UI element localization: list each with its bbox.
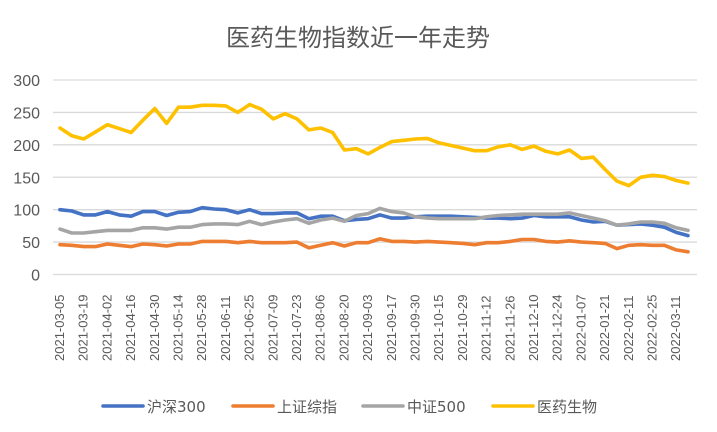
x-tick-label: 2022-02-25 [645, 295, 660, 362]
legend-label: 中证500 [407, 398, 466, 416]
x-tick-label: 2021-09-30 [408, 295, 423, 362]
legend-item: 中证500 [361, 398, 466, 416]
legend-item: 医药生物 [491, 398, 597, 416]
legend-label: 沪深300 [147, 398, 206, 416]
x-tick-label: 2022-03-11 [668, 295, 683, 361]
x-tick-label: 2021-12-24 [550, 295, 565, 362]
y-axis-ticks: 0 50 100 150 200 250 300 [13, 73, 40, 285]
chart-title: 医药生物指数近一年走势 [226, 24, 490, 52]
x-tick-label: 2022-01-21 [597, 295, 612, 362]
series-line-2 [58, 206, 690, 235]
series-line-0 [58, 205, 690, 238]
x-tick-label: 2021-04-16 [123, 295, 138, 362]
legend-label: 医药生物 [537, 398, 597, 416]
y-tick-label: 0 [31, 268, 40, 285]
x-tick-label: 2021-04-30 [147, 295, 162, 362]
x-tick-label: 2022-01-07 [573, 295, 588, 362]
x-tick-label: 2021-03-19 [76, 295, 91, 362]
x-tick-label: 2021-09-03 [360, 295, 375, 362]
x-tick-label: 2021-11-12 [479, 295, 494, 361]
series-lines [58, 102, 690, 254]
series-line-3 [58, 102, 690, 188]
series-line-1 [58, 237, 690, 254]
x-tick-label: 2021-05-14 [171, 295, 186, 362]
x-tick-label: 2021-08-20 [336, 295, 351, 362]
legend-label: 上证综指 [277, 398, 337, 416]
x-tick-label: 2021-09-17 [384, 295, 399, 362]
x-tick-label: 2021-12-10 [526, 295, 541, 362]
x-tick-label: 2021-10-15 [431, 295, 446, 362]
y-tick-label: 200 [13, 138, 40, 155]
x-tick-label: 2021-07-23 [289, 295, 304, 362]
legend-item: 上证综指 [231, 398, 337, 416]
x-tick-label: 2021-11-26 [502, 295, 517, 361]
x-tick-label: 2021-07-09 [265, 295, 280, 362]
legend: 沪深300 上证综指 中证500 医药生物 [101, 398, 597, 416]
legend-item: 沪深300 [101, 398, 206, 416]
x-tick-label: 2021-06-25 [242, 295, 257, 362]
x-tick-label: 2021-05-28 [194, 295, 209, 362]
x-tick-label: 2021-04-02 [99, 295, 114, 362]
y-tick-label: 150 [13, 170, 40, 187]
x-tick-label: 2022-02-11 [621, 295, 636, 361]
y-tick-label: 250 [13, 105, 40, 122]
x-tick-label: 2021-10-29 [455, 295, 470, 362]
y-tick-label: 300 [13, 73, 40, 90]
x-tick-label: 2021-06-11 [218, 295, 233, 361]
x-axis-ticks: 2021-03-05 2021-03-19 2021-04-02 2021-04-16… [52, 295, 683, 362]
y-tick-label: 50 [22, 235, 40, 252]
x-tick-label: 2021-08-06 [313, 295, 328, 362]
x-tick-label: 2021-03-05 [52, 295, 67, 362]
y-tick-label: 100 [13, 203, 40, 220]
